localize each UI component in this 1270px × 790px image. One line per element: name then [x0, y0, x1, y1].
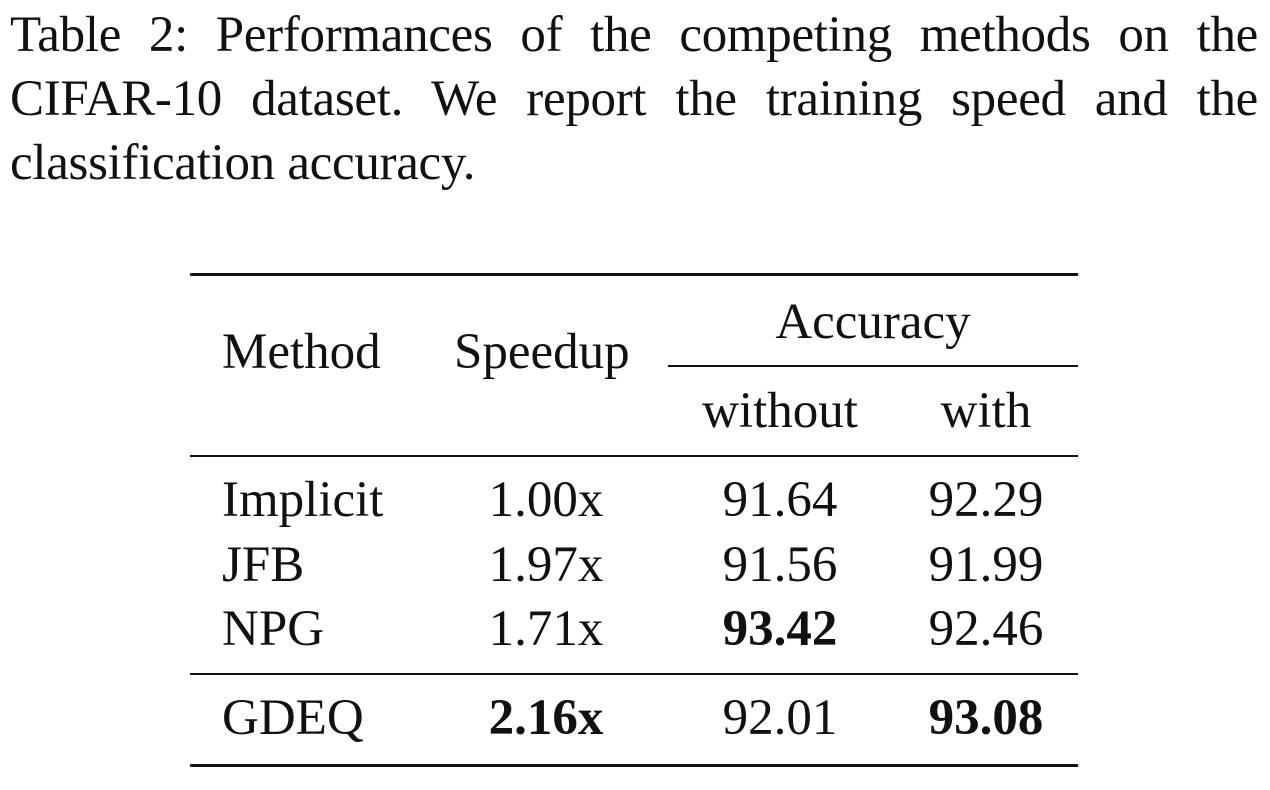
table-cell-method: GDEQ	[222, 690, 364, 746]
header-method: Method	[222, 324, 381, 380]
mid-rule	[190, 673, 1078, 675]
header-speedup: Speedup	[454, 324, 630, 380]
caption-line: CIFAR-10 dataset. We report the training…	[10, 71, 1258, 127]
table-cell-speedup: 1.97x	[488, 537, 604, 593]
table-cell-speedup: 2.16x	[488, 690, 604, 746]
table-cell-speedup: 1.00x	[488, 472, 604, 528]
table-cell-with: 92.29	[928, 472, 1044, 528]
caption-line: classification accuracy.	[10, 135, 476, 191]
table-caption: Table 2: Performances of the competing m…	[10, 3, 1258, 195]
table-cell-with: 92.46	[928, 601, 1044, 657]
accuracy-subrule	[668, 365, 1078, 367]
table-cell-without: 92.01	[722, 690, 838, 746]
header-accuracy: Accuracy	[775, 294, 971, 350]
header-without: without	[702, 383, 858, 439]
table-cell-method: JFB	[222, 537, 305, 593]
header-rule	[190, 455, 1078, 457]
top-rule	[190, 273, 1078, 276]
table-cell-without: 93.42	[722, 601, 838, 657]
caption-line: Table 2: Performances of the competing m…	[10, 7, 1258, 63]
table-cell-speedup: 1.71x	[488, 601, 604, 657]
table-cell-without: 91.64	[722, 472, 838, 528]
header-with: with	[940, 383, 1032, 439]
table-cell-method: NPG	[222, 601, 325, 657]
table-cell-without: 91.56	[722, 537, 838, 593]
table-cell-method: Implicit	[222, 472, 384, 528]
table-cell-with: 91.99	[928, 537, 1044, 593]
table-cell-with: 93.08	[928, 690, 1044, 746]
bottom-rule	[190, 764, 1078, 767]
